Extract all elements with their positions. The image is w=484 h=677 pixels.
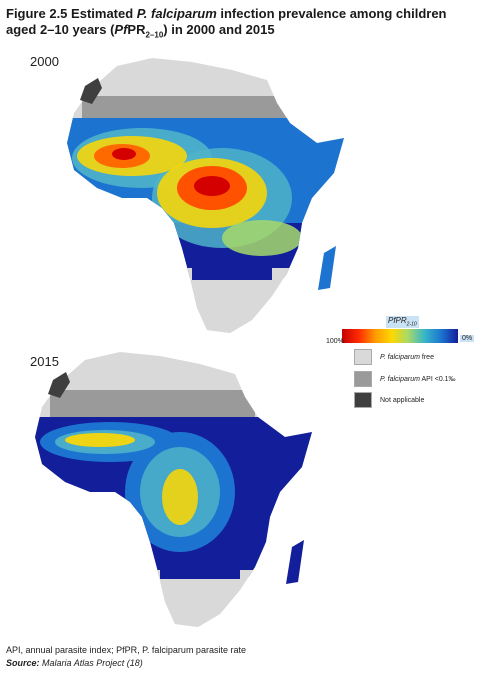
prevalence-zone-west-yellow bbox=[65, 433, 135, 447]
not-applicable-region bbox=[48, 372, 70, 398]
legend-swatch-free bbox=[354, 349, 372, 365]
southern-dark-band bbox=[160, 557, 240, 579]
map-2000-year-label: 2000 bbox=[30, 54, 59, 69]
southern-free-region bbox=[35, 570, 312, 627]
scale-title: PfPR2-10 bbox=[386, 316, 419, 328]
prevalence-hotspot-west bbox=[112, 148, 136, 160]
title-mid: infection prevalence among children aged… bbox=[6, 6, 447, 37]
madagascar bbox=[286, 540, 304, 584]
africa-map-2000 bbox=[67, 58, 344, 333]
title-sub: 2–10 bbox=[145, 30, 164, 40]
figure-number: Figure 2.5 bbox=[6, 6, 68, 21]
southern-dark-band bbox=[192, 258, 272, 280]
scale-min-label: 100% bbox=[326, 338, 344, 345]
legend-item-not-applicable: Not applicable bbox=[354, 392, 424, 408]
prevalence-color-scale bbox=[342, 329, 458, 343]
madagascar bbox=[318, 246, 336, 290]
title-post: ) in 2000 and 2015 bbox=[163, 22, 275, 37]
figure-title: Figure 2.5 Estimated P. falciparum infec… bbox=[6, 6, 476, 44]
footnote: API, annual parasite index; PfPR, P. fal… bbox=[6, 644, 246, 670]
low-transmission-band bbox=[50, 390, 255, 418]
prevalence-hotspot-central bbox=[194, 176, 230, 196]
title-species: P. falciparum bbox=[136, 6, 217, 21]
scale-max-label: 0% bbox=[460, 335, 475, 342]
footnote-abbreviations: API, annual parasite index; PfPR, P. fal… bbox=[6, 645, 246, 655]
prevalence-zone-east-green bbox=[222, 220, 302, 256]
title-abbr-italic: Pf bbox=[114, 22, 128, 37]
map-2015-year-label: 2015 bbox=[30, 354, 59, 369]
legend-swatch-api bbox=[354, 371, 372, 387]
legend-item-free: P. falciparum free bbox=[354, 349, 434, 365]
legend-item-api: P. falciparum API <0.1‰ bbox=[354, 371, 456, 387]
prevalence-zone-central-yellow bbox=[162, 469, 198, 525]
africa-map-2015 bbox=[35, 352, 312, 627]
title-abbr: PR bbox=[127, 22, 146, 37]
legend-swatch-not-applicable bbox=[354, 392, 372, 408]
footnote-source: Source: Malaria Atlas Project (18) bbox=[6, 658, 143, 668]
not-applicable-region bbox=[80, 78, 102, 104]
title-pre: Estimated bbox=[71, 6, 137, 21]
